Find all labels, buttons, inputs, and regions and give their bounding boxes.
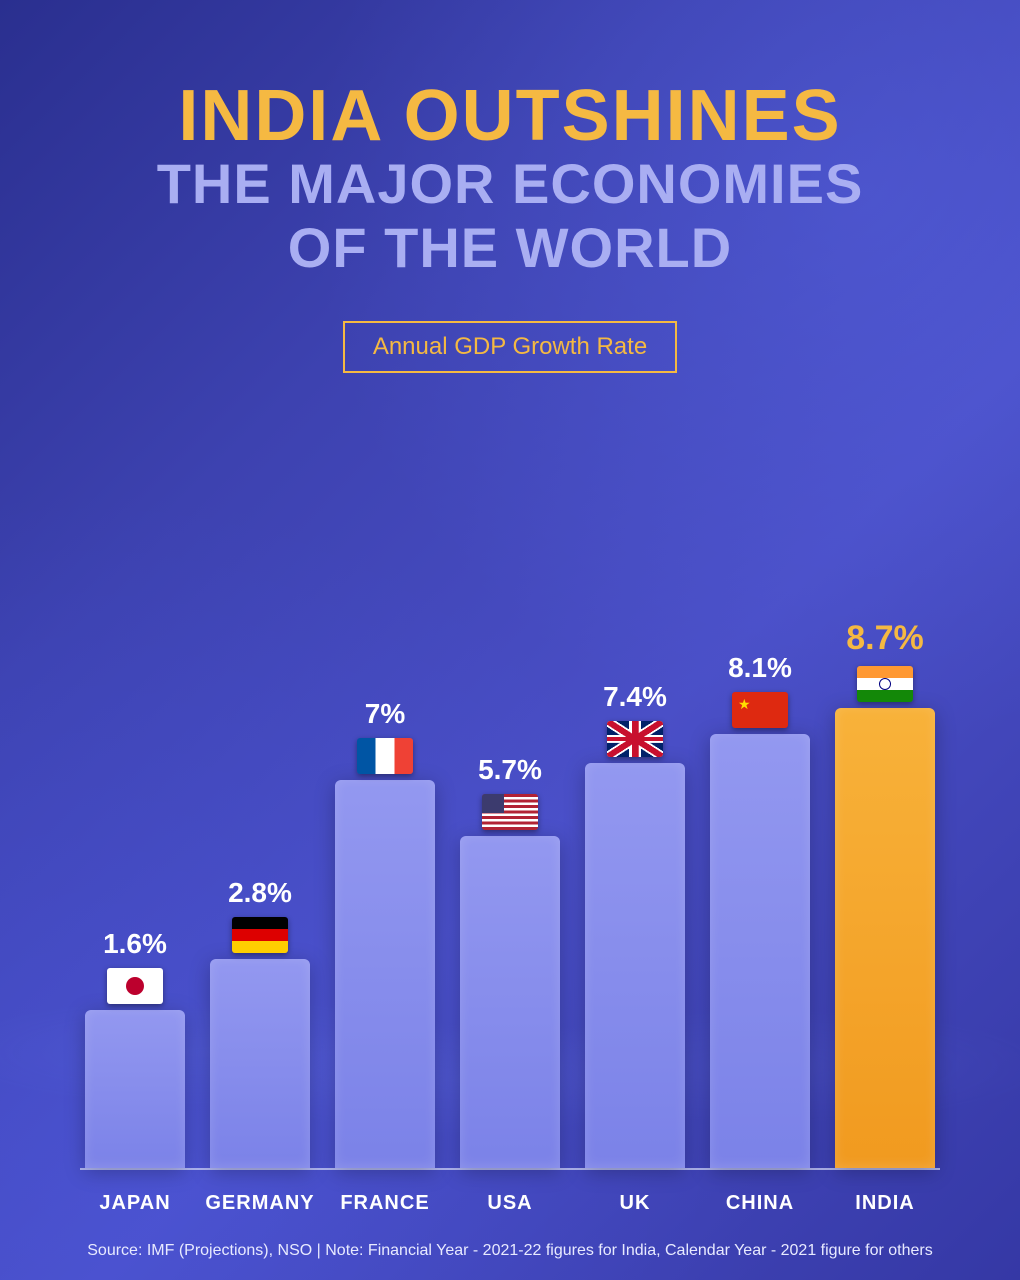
bar-group-india: 8.7% — [830, 619, 940, 1168]
source-footer: Source: IMF (Projections), NSO | Note: F… — [0, 1242, 1020, 1260]
bar-group-uk: 7.4% — [580, 681, 690, 1168]
x-axis-label: FRANCE — [330, 1192, 440, 1215]
flag-india-icon — [857, 666, 913, 702]
title-line-2: THE MAJOR ECONOMIES — [60, 152, 960, 216]
bar — [585, 763, 685, 1168]
x-axis-label: USA — [455, 1192, 565, 1215]
bar — [210, 959, 310, 1168]
bar — [85, 1010, 185, 1168]
subtitle-box: Annual GDP Growth Rate — [343, 321, 677, 373]
bar-value-label: 5.7% — [478, 754, 542, 786]
title-block: INDIA OUTSHINES THE MAJOR ECONOMIES OF T… — [60, 80, 960, 373]
bar — [710, 734, 810, 1168]
bar-group-china: 8.1% — [705, 652, 815, 1168]
bar-value-label: 7% — [365, 698, 405, 730]
x-axis-label: GERMANY — [205, 1192, 315, 1215]
chart-area: 1.6% 2.8% 7% 5.7% 7.4% 8.1% 8.7% JAPAN GERMANY F… — [60, 433, 960, 1240]
x-axis-label: CHINA — [705, 1192, 815, 1215]
bar-row: 1.6%2.8%7%5.7%7.4%8.1%8.7% — [80, 650, 940, 1170]
bar-group-germany: 2.8% — [205, 877, 315, 1168]
bar-value-label: 1.6% — [103, 928, 167, 960]
bar — [460, 836, 560, 1168]
title-line-1: INDIA OUTSHINES — [60, 80, 960, 152]
bar-group-usa: 5.7% — [455, 754, 565, 1168]
bar-value-label: 7.4% — [603, 681, 667, 713]
bar — [835, 708, 935, 1168]
x-axis-label: INDIA — [830, 1192, 940, 1215]
flag-usa-icon — [482, 794, 538, 830]
title-line-3: OF THE WORLD — [60, 216, 960, 280]
flag-china-icon — [732, 692, 788, 728]
x-axis-labels: JAPAN GERMANY FRANCE USA UK CHINA INDIA — [80, 1192, 940, 1215]
infographic-container: INDIA OUTSHINES THE MAJOR ECONOMIES OF T… — [0, 0, 1020, 1280]
bar-value-label: 2.8% — [228, 877, 292, 909]
flag-uk-icon — [607, 721, 663, 757]
flag-germany-icon — [232, 917, 288, 953]
bar-value-label: 8.7% — [846, 619, 924, 658]
bar-group-japan: 1.6% — [80, 928, 190, 1168]
flag-france-icon — [357, 738, 413, 774]
bar-value-label: 8.1% — [728, 652, 792, 684]
flag-japan-icon — [107, 968, 163, 1004]
bar — [335, 780, 435, 1168]
x-axis-label: UK — [580, 1192, 690, 1215]
x-axis-label: JAPAN — [80, 1192, 190, 1215]
bar-group-france: 7% — [330, 698, 440, 1168]
